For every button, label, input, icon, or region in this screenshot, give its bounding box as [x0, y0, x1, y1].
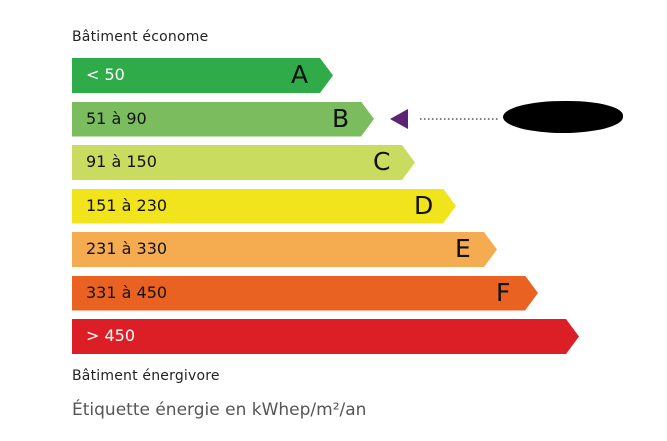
energy-class-f: 331 à 450 F [72, 275, 538, 311]
rating-indicator [390, 108, 500, 129]
class-letter: F [496, 277, 511, 307]
redacted-value [503, 100, 623, 133]
class-range: 331 à 450 [86, 282, 168, 302]
class-letter: A [291, 60, 309, 89]
class-letter: B [332, 103, 350, 133]
class-range: 51 à 90 [86, 108, 147, 128]
class-range: > 450 [86, 326, 136, 345]
energy-class-a: < 50 A [72, 58, 333, 93]
energy-class-g: > 450 [72, 319, 579, 354]
energy-class-c: 91 à 150 C [72, 145, 415, 180]
energy-class-e: 231 à 330 E [72, 232, 497, 267]
footer-label: Bâtiment énergivore [72, 368, 220, 384]
arrow-left-icon [390, 108, 408, 129]
header-label: Bâtiment économe [72, 29, 209, 45]
class-letter: C [373, 147, 391, 176]
class-range: 231 à 330 [86, 239, 168, 258]
energy-class-d: 151 à 230 D [72, 188, 456, 224]
class-range: 91 à 150 [86, 152, 157, 171]
class-range: 151 à 230 [86, 195, 168, 215]
class-letter: E [455, 234, 471, 263]
class-letter: D [414, 190, 434, 220]
class-range: < 50 [86, 65, 125, 84]
energy-class-b: 51 à 90 B [72, 101, 374, 137]
caption: Étiquette énergie en kWhep/m²/an [72, 400, 367, 420]
